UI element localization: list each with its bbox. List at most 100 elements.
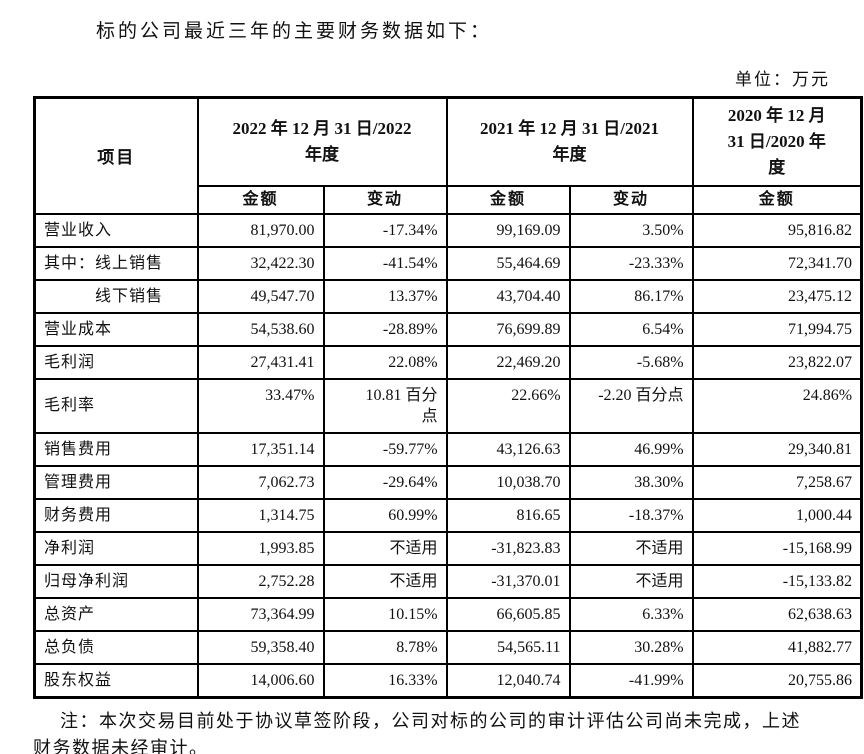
item-cell: 营业成本: [33, 311, 199, 347]
item-cell: 销售费用: [33, 431, 199, 467]
change-2021-cell: 38.30%: [568, 464, 694, 500]
table-row: 财务费用 1,314.75 60.99% 816.65 -18.37% 1,00…: [33, 497, 863, 533]
table-row: 净利润 1,993.85 不适用 -31,823.83 不适用 -15,168.…: [33, 530, 863, 566]
table-row: 营业收入 81,970.00 -17.34% 99,169.09 3.50% 9…: [33, 212, 863, 248]
header-amount-2022: 金额: [196, 184, 325, 215]
change-2021-cell: 86.17%: [568, 278, 694, 314]
table-row: 归母净利润 2,752.28 不适用 -31,370.01 不适用 -15,13…: [33, 563, 863, 599]
amount-2022-cell: 7,062.73: [196, 464, 325, 500]
amount-2021-cell: 43,126.63: [445, 431, 571, 467]
amount-2021-cell: 10,038.70: [445, 464, 571, 500]
amount-2020-cell: 95,816.82: [691, 212, 863, 248]
financial-table: 项目 2022 年 12 月 31 日/2022 年度 2021 年 12 月 …: [33, 96, 864, 699]
table-row: 营业成本 54,538.60 -28.89% 76,699.89 6.54% 7…: [33, 311, 863, 347]
change-2022-cell: 13.37%: [322, 278, 448, 314]
item-cell: 归母净利润: [33, 563, 199, 599]
change-2022-cell: -28.89%: [322, 311, 448, 347]
header-item: 项目: [33, 96, 199, 215]
change-2022-cell: 22.08%: [322, 344, 448, 380]
amount-2020-cell: 62,638.63: [691, 596, 863, 632]
amount-2020-cell: 23,475.12: [691, 278, 863, 314]
item-cell: 总负债: [33, 629, 199, 665]
change-2022-cell: 不适用: [322, 530, 448, 566]
amount-2020-cell: 23,822.07: [691, 344, 863, 380]
amount-2021-cell: -31,370.01: [445, 563, 571, 599]
table-row: 总资产 73,364.99 10.15% 66,605.85 6.33% 62,…: [33, 596, 863, 632]
amount-2020-cell: 20,755.86: [691, 662, 863, 698]
table-row: 股东权益 14,006.60 16.33% 12,040.74 -41.99% …: [33, 662, 863, 698]
amount-2022-cell: 73,364.99: [196, 596, 325, 632]
page-title: 标的公司最近三年的主要财务数据如下：: [96, 21, 493, 42]
header-row-measures: 金额 变动 金额 变动 金额: [35, 184, 863, 215]
amount-2022-cell: 81,970.00: [196, 212, 325, 248]
amount-2022-cell: 32,422.30: [196, 245, 325, 281]
change-2021-cell: -23.33%: [568, 245, 694, 281]
amount-2020-cell: 24.86%: [691, 377, 863, 434]
header-period-2021: 2021 年 12 月 31 日/2021 年度: [445, 96, 694, 187]
header-change-2021: 变动: [568, 184, 694, 215]
table-row: 毛利润 27,431.41 22.08% 22,469.20 -5.68% 23…: [33, 344, 863, 380]
change-2021-cell: -41.99%: [568, 662, 694, 698]
amount-2022-cell: 2,752.28: [196, 563, 325, 599]
table-row: 毛利率 33.47% 10.81 百分 点 22.66% -2.20 百分点 2…: [33, 377, 863, 434]
amount-2021-cell: 66,605.85: [445, 596, 571, 632]
header-amount-2020: 金额: [691, 184, 863, 215]
table-row: 总负债 59,358.40 8.78% 54,565.11 30.28% 41,…: [33, 629, 863, 665]
change-2022-cell: 10.81 百分 点: [322, 377, 448, 434]
amount-2021-cell: 43,704.40: [445, 278, 571, 314]
item-cell: 线下销售: [33, 278, 199, 314]
amount-2021-cell: -31,823.83: [445, 530, 571, 566]
amount-2022-cell: 49,547.70: [196, 278, 325, 314]
change-2022-cell: 8.78%: [322, 629, 448, 665]
change-2022-cell: -59.77%: [322, 431, 448, 467]
change-2021-cell: 不适用: [568, 563, 694, 599]
table-row: 其中：线上销售 32,422.30 -41.54% 55,464.69 -23.…: [33, 245, 863, 281]
change-2021-cell: 6.54%: [568, 311, 694, 347]
change-2021-cell: -18.37%: [568, 497, 694, 533]
change-2021-cell: -2.20 百分点: [568, 377, 694, 434]
change-2022-cell: 不适用: [322, 563, 448, 599]
change-2022-cell: -29.64%: [322, 464, 448, 500]
header-row-periods: 项目 2022 年 12 月 31 日/2022 年度 2021 年 12 月 …: [33, 96, 863, 215]
change-2021-cell: 不适用: [568, 530, 694, 566]
change-2022-cell: -41.54%: [322, 245, 448, 281]
amount-2022-cell: 1,993.85: [196, 530, 325, 566]
amount-2022-cell: 59,358.40: [196, 629, 325, 665]
amount-2020-cell: -15,133.82: [691, 563, 863, 599]
change-2022-cell: 16.33%: [322, 662, 448, 698]
amount-2022-cell: 14,006.60: [196, 662, 325, 698]
amount-2020-cell: 1,000.44: [691, 497, 863, 533]
change-2021-cell: 30.28%: [568, 629, 694, 665]
footnote: 注：本次交易目前处于协议草签阶段，公司对标的公司的审计评估公司尚未完成，上述 财…: [33, 710, 801, 754]
table-row: 销售费用 17,351.14 -59.77% 43,126.63 46.99% …: [33, 431, 863, 467]
amount-2022-cell: 54,538.60: [196, 311, 325, 347]
item-cell: 总资产: [33, 596, 199, 632]
change-2022-cell: -17.34%: [322, 212, 448, 248]
amount-2020-cell: -15,168.99: [691, 530, 863, 566]
unit-label: 单位：万元: [735, 70, 830, 89]
header-amount-2021: 金额: [445, 184, 571, 215]
amount-2022-cell: 27,431.41: [196, 344, 325, 380]
header-period-2022: 2022 年 12 月 31 日/2022 年度: [196, 96, 448, 187]
amount-2020-cell: 71,994.75: [691, 311, 863, 347]
item-cell: 财务费用: [33, 497, 199, 533]
amount-2020-cell: 72,341.70: [691, 245, 863, 281]
change-2022-cell: 10.15%: [322, 596, 448, 632]
amount-2021-cell: 816.65: [445, 497, 571, 533]
item-cell: 股东权益: [33, 662, 199, 698]
amount-2021-cell: 99,169.09: [445, 212, 571, 248]
amount-2022-cell: 1,314.75: [196, 497, 325, 533]
amount-2021-cell: 76,699.89: [445, 311, 571, 347]
item-cell: 毛利率: [33, 377, 199, 434]
amount-2020-cell: 41,882.77: [691, 629, 863, 665]
amount-2022-cell: 17,351.14: [196, 431, 325, 467]
item-cell: 管理费用: [33, 464, 199, 500]
item-cell: 净利润: [33, 530, 199, 566]
header-change-2022: 变动: [322, 184, 448, 215]
amount-2022-cell: 33.47%: [196, 377, 325, 434]
table-row: 管理费用 7,062.73 -29.64% 10,038.70 38.30% 7…: [33, 464, 863, 500]
change-2021-cell: 3.50%: [568, 212, 694, 248]
amount-2021-cell: 22.66%: [445, 377, 571, 434]
amount-2020-cell: 7,258.67: [691, 464, 863, 500]
